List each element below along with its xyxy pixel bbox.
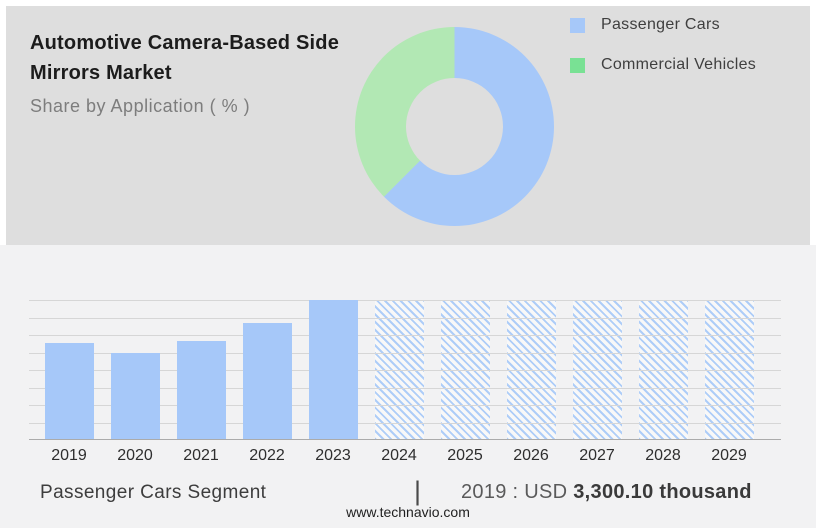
year-label-2027: 2027 [579,447,615,464]
gridline [29,423,781,424]
gridline [29,335,781,336]
bar-2019 [44,343,94,440]
page-title: Automotive Camera-Based Side Mirrors Mar… [30,32,340,84]
gridline [29,353,781,354]
legend-swatch-commercial-vehicles [570,57,585,73]
legend-swatch-passenger-cars [570,17,585,33]
bar-2020 [110,353,160,440]
donut-chart [355,27,554,226]
separator-pipe: | [414,476,422,506]
year-label-2019: 2019 [51,447,87,464]
year-label-2029: 2029 [711,447,747,464]
bar-2022 [242,323,292,440]
gridline [29,318,781,319]
legend-item-commercial-vehicles: Commercial Vehicles [570,56,757,73]
gridline [29,405,781,406]
bar-chart-section: 2019 2020 2021 2022 2023 2024 2025 2026 2027 2028… [0,245,816,528]
year-label-2023: 2023 [315,447,351,464]
legend-item-passenger-cars: Passenger Cars [570,16,756,33]
year-label-2025: 2025 [447,447,483,464]
stat-line: 2019 : USD 3,300.10 thousand [461,481,752,504]
gridline [29,370,781,371]
gridline [29,300,781,301]
year-label-2024: 2024 [381,447,417,464]
bar-2023 [308,300,358,440]
gridline [29,388,781,389]
donut-hole [406,78,503,175]
legend-label: Commercial Vehicles [601,56,757,73]
website-url: www.technavio.com [346,504,470,520]
year-label-2020: 2020 [117,447,153,464]
bar-2021 [176,341,226,440]
x-axis-line [29,439,781,440]
segment-label: Passenger Cars Segment [40,482,267,503]
header-panel: Automotive Camera-Based Side Mirrors Mar… [6,6,810,245]
year-label-2022: 2022 [249,447,285,464]
stat-value: 3,300.10 thousand [573,481,752,503]
year-label-2026: 2026 [513,447,549,464]
year-label-2021: 2021 [183,447,219,464]
legend-label: Passenger Cars [601,16,720,33]
year-label-2028: 2028 [645,447,681,464]
chart-legend: Passenger Cars Commercial Vehicles [570,16,757,97]
title-block: Automotive Camera-Based Side Mirrors Mar… [30,28,375,117]
page-subtitle: Share by Application ( % ) [30,96,251,116]
bar-chart: 2019 2020 2021 2022 2023 2024 2025 2026 2027 2028… [29,300,781,464]
stat-prefix: 2019 : USD [461,481,568,503]
